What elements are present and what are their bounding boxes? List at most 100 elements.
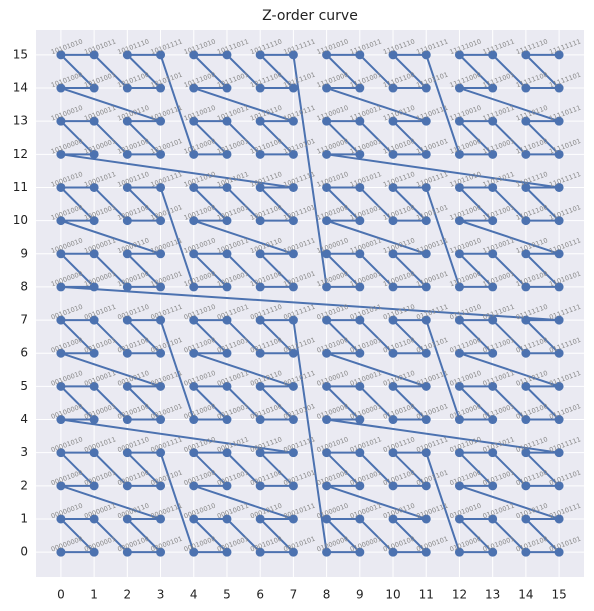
point: [355, 547, 365, 557]
point: [322, 381, 332, 391]
point: [89, 116, 99, 126]
point: [288, 83, 298, 93]
point: [222, 481, 232, 491]
point: [355, 481, 365, 491]
point: [189, 149, 199, 159]
point: [454, 514, 464, 524]
y-tick-label: 6: [20, 346, 28, 360]
point: [288, 182, 298, 192]
point: [122, 50, 132, 60]
point: [89, 381, 99, 391]
point: [322, 216, 332, 226]
point: [554, 116, 564, 126]
x-tick-label: 0: [57, 588, 65, 602]
point: [89, 514, 99, 524]
point: [189, 249, 199, 259]
point: [288, 282, 298, 292]
point: [89, 216, 99, 226]
point: [554, 249, 564, 259]
point: [322, 282, 332, 292]
point: [521, 249, 531, 259]
point: [454, 348, 464, 358]
point: [521, 415, 531, 425]
point: [56, 381, 66, 391]
curve-line: [58, 53, 562, 554]
point: [388, 182, 398, 192]
point: [421, 50, 431, 60]
point: [488, 381, 498, 391]
point: [288, 216, 298, 226]
point: [222, 348, 232, 358]
y-tick-label: 3: [20, 445, 28, 459]
point: [554, 149, 564, 159]
y-tick-label: 2: [20, 478, 28, 492]
point: [288, 547, 298, 557]
point: [189, 415, 199, 425]
point: [322, 547, 332, 557]
point: [322, 415, 332, 425]
point: [288, 514, 298, 524]
point: [255, 216, 265, 226]
point: [288, 315, 298, 325]
point: [89, 50, 99, 60]
point: [388, 514, 398, 524]
point: [454, 282, 464, 292]
point: [89, 348, 99, 358]
y-tick-label: 14: [13, 81, 28, 95]
point: [554, 216, 564, 226]
point: [222, 149, 232, 159]
point: [355, 282, 365, 292]
point: [156, 481, 166, 491]
point: [388, 315, 398, 325]
point: [288, 116, 298, 126]
point: [288, 149, 298, 159]
point: [355, 415, 365, 425]
point: [122, 315, 132, 325]
point: [89, 182, 99, 192]
point: [388, 116, 398, 126]
point: [488, 149, 498, 159]
point: [421, 315, 431, 325]
point: [454, 448, 464, 458]
y-tick-label: 7: [20, 313, 28, 327]
point: [421, 116, 431, 126]
point: [89, 415, 99, 425]
point: [122, 216, 132, 226]
point: [488, 83, 498, 93]
point: [89, 249, 99, 259]
point: [355, 50, 365, 60]
y-tick-label: 5: [20, 379, 28, 393]
point: [421, 83, 431, 93]
point: [222, 514, 232, 524]
point: [454, 116, 464, 126]
point: [554, 415, 564, 425]
point: [89, 149, 99, 159]
point: [488, 481, 498, 491]
y-tick-label: 11: [13, 180, 28, 194]
point: [122, 282, 132, 292]
point: [56, 448, 66, 458]
point: [288, 50, 298, 60]
point: [355, 514, 365, 524]
y-tick-label: 13: [13, 114, 28, 128]
point: [454, 415, 464, 425]
point: [122, 415, 132, 425]
point: [388, 348, 398, 358]
point: [255, 83, 265, 93]
point: [421, 249, 431, 259]
point: [454, 149, 464, 159]
point: [421, 514, 431, 524]
y-tick-label: 4: [20, 412, 28, 426]
point: [421, 381, 431, 391]
point: [554, 50, 564, 60]
point: [222, 415, 232, 425]
point: [421, 481, 431, 491]
x-tick-label: 9: [356, 588, 364, 602]
point: [122, 182, 132, 192]
point: [255, 547, 265, 557]
point: [189, 348, 199, 358]
point: [322, 448, 332, 458]
point: [355, 83, 365, 93]
point: [122, 83, 132, 93]
point: [56, 116, 66, 126]
